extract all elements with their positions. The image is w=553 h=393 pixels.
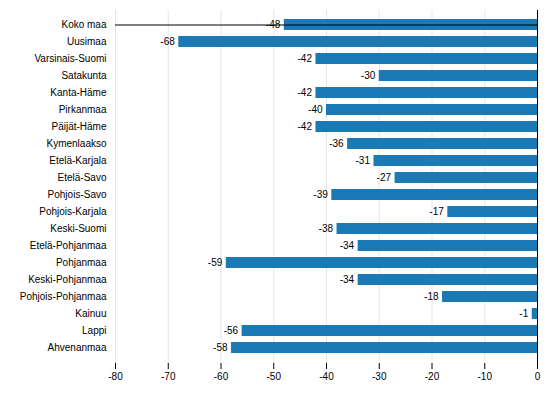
svg-text:-59: -59 xyxy=(208,257,223,268)
svg-text:-58: -58 xyxy=(213,342,228,353)
svg-text:-36: -36 xyxy=(329,138,344,149)
svg-text:-34: -34 xyxy=(340,274,355,285)
svg-text:Satakunta: Satakunta xyxy=(61,70,106,81)
svg-text:-40: -40 xyxy=(319,371,334,382)
svg-text:-34: -34 xyxy=(340,240,355,251)
svg-text:Lappi: Lappi xyxy=(82,325,106,336)
svg-text:-30: -30 xyxy=(361,70,376,81)
svg-text:Varsinais-Suomi: Varsinais-Suomi xyxy=(34,53,106,64)
svg-text:Keski-Pohjanmaa: Keski-Pohjanmaa xyxy=(28,274,107,285)
svg-text:Ahvenanmaa: Ahvenanmaa xyxy=(48,342,107,353)
svg-text:Päijät-Häme: Päijät-Häme xyxy=(51,121,106,132)
svg-text:-31: -31 xyxy=(356,155,371,166)
svg-text:-20: -20 xyxy=(425,371,440,382)
svg-text:-39: -39 xyxy=(313,189,328,200)
svg-text:Pohjois-Pohjanmaa: Pohjois-Pohjanmaa xyxy=(20,291,107,302)
svg-text:-1: -1 xyxy=(519,308,528,319)
svg-text:-27: -27 xyxy=(377,172,392,183)
svg-text:0: 0 xyxy=(535,371,541,382)
svg-text:-42: -42 xyxy=(297,53,312,64)
svg-text:Kainuu: Kainuu xyxy=(75,308,106,319)
svg-text:Kanta-Häme: Kanta-Häme xyxy=(50,87,107,98)
svg-text:-18: -18 xyxy=(424,291,439,302)
svg-text:-30: -30 xyxy=(372,371,387,382)
svg-text:Pohjois-Karjala: Pohjois-Karjala xyxy=(39,206,107,217)
svg-text:-56: -56 xyxy=(224,325,239,336)
svg-text:Kymenlaakso: Kymenlaakso xyxy=(46,138,106,149)
svg-text:-48: -48 xyxy=(265,19,281,31)
svg-text:-42: -42 xyxy=(297,87,312,98)
svg-text:Etelä-Savo: Etelä-Savo xyxy=(58,172,107,183)
svg-text:-60: -60 xyxy=(214,371,229,382)
svg-text:-42: -42 xyxy=(297,121,312,132)
svg-text:Etelä-Pohjanmaa: Etelä-Pohjanmaa xyxy=(30,240,107,251)
svg-text:Etelä-Karjala: Etelä-Karjala xyxy=(49,155,107,166)
svg-text:Pirkanmaa: Pirkanmaa xyxy=(59,104,107,115)
svg-text:-80: -80 xyxy=(108,371,123,382)
svg-text:-68: -68 xyxy=(160,36,175,47)
svg-text:-50: -50 xyxy=(267,371,282,382)
svg-text:Pohjois-Savo: Pohjois-Savo xyxy=(48,189,107,200)
svg-text:Pohjanmaa: Pohjanmaa xyxy=(56,257,107,268)
svg-text:-38: -38 xyxy=(319,223,334,234)
svg-text:-70: -70 xyxy=(161,371,176,382)
svg-text:Keski-Suomi: Keski-Suomi xyxy=(50,223,106,234)
svg-text:-17: -17 xyxy=(429,206,444,217)
svg-text:Koko maa: Koko maa xyxy=(61,19,106,30)
svg-text:-10: -10 xyxy=(478,371,493,382)
svg-text:-40: -40 xyxy=(308,104,323,115)
svg-text:Uusimaa: Uusimaa xyxy=(67,36,107,47)
